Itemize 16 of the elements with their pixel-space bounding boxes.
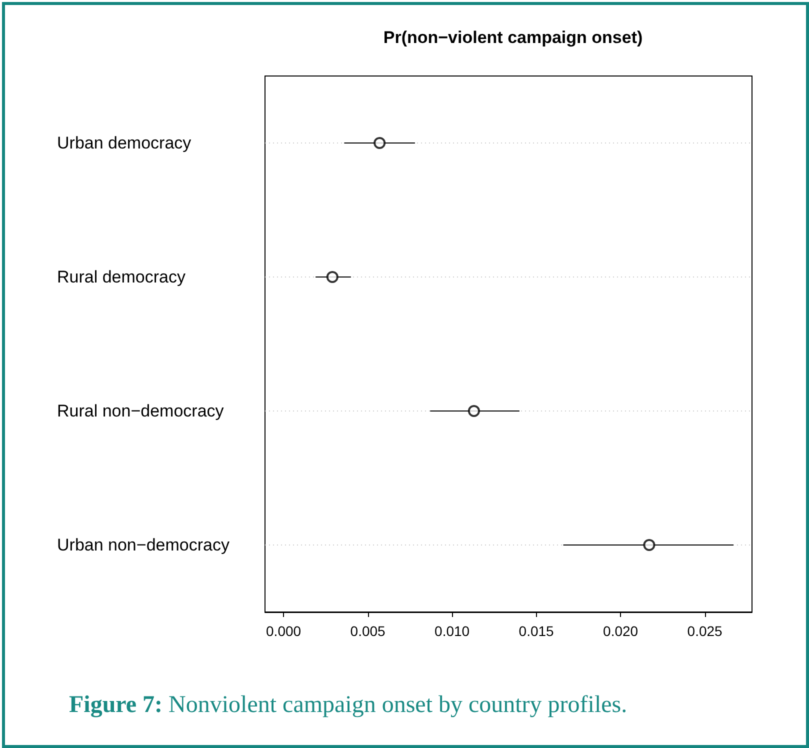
x-tick-label: 0.000 — [266, 623, 302, 639]
y-tick-label: Rural non−democracy — [57, 402, 224, 420]
x-tick-label: 0.015 — [518, 623, 554, 639]
point — [326, 271, 338, 283]
y-tick-label: Urban democracy — [57, 134, 192, 152]
x-tick-label: 0.010 — [434, 623, 470, 639]
y-tick-label: Urban non−democracy — [57, 536, 230, 554]
point — [374, 137, 386, 149]
chart-title: Pr(non−violent campaign onset) — [383, 28, 643, 47]
caption: Figure 7: Nonviolent campaign onset by country profiles. — [69, 692, 628, 719]
y-tick-label: Rural democracy — [57, 268, 186, 286]
point — [643, 539, 656, 551]
x-tick-label: 0.005 — [350, 623, 386, 639]
x-tick-label: 0.020 — [603, 623, 638, 639]
point — [468, 405, 480, 417]
x-tick-label: 0.025 — [687, 623, 723, 639]
